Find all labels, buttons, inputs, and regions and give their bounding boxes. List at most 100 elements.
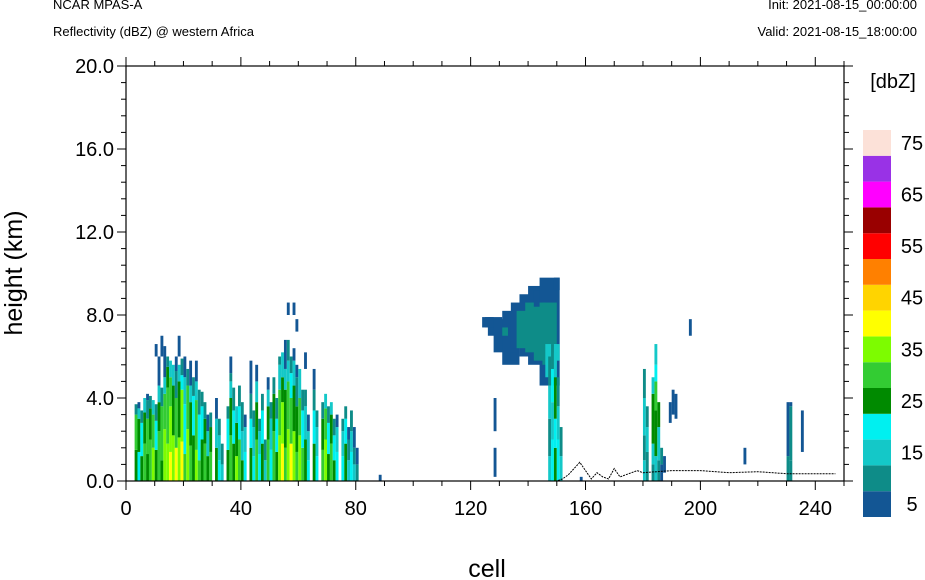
reflectivity-cell — [352, 447, 356, 465]
colorbar-label: 25 — [901, 391, 923, 413]
reflectivity-cell — [283, 339, 287, 369]
reflectivity-cell — [553, 377, 557, 419]
reflectivity-cell — [183, 356, 187, 378]
reflectivity-cell — [786, 456, 790, 481]
reflectivity-cell — [332, 418, 336, 436]
reflectivity-cell — [206, 414, 210, 432]
reflectivity-cell — [551, 439, 554, 481]
reflectivity-cell — [278, 389, 282, 436]
reflectivity-cell — [660, 464, 664, 481]
reflectivity-cell — [312, 389, 316, 411]
reflectivity-cell — [197, 389, 201, 415]
x-axis-title: cell — [468, 555, 506, 580]
reflectivity-cell — [654, 410, 658, 457]
reflectivity-cell — [278, 364, 282, 390]
reflectivity-cell — [295, 406, 299, 452]
reflectivity-cell — [272, 431, 276, 481]
x-tick-label: 240 — [799, 498, 832, 520]
reflectivity-cell — [657, 460, 661, 481]
reflectivity-cell — [657, 427, 661, 461]
reflectivity-cell — [249, 360, 253, 394]
reflectivity-cell — [151, 447, 155, 481]
reflectivity-cell — [312, 443, 316, 481]
reflectivity-cell — [642, 460, 646, 481]
reflectivity-cell — [263, 460, 267, 481]
reflectivity-cell — [301, 410, 305, 448]
reflectivity-cell — [329, 414, 333, 444]
colorbar-swatch — [863, 413, 891, 440]
x-axis-ticks: 0 40 80 120 160 200 240 — [120, 57, 845, 520]
reflectivity-cell — [660, 447, 664, 465]
reflectivity-cell — [148, 408, 152, 440]
reflectivity-cell — [266, 439, 270, 481]
reflectivity-cell — [163, 429, 167, 481]
reflectivity-cell — [252, 427, 256, 457]
reflectivity-cell — [378, 474, 382, 481]
reflectivity-cell — [329, 402, 333, 415]
reflectivity-cell — [226, 418, 230, 450]
reflectivity-cell — [154, 344, 158, 357]
x-tick-label: 120 — [454, 498, 487, 520]
model-title: NCAR MPAS-A — [53, 0, 143, 12]
reflectivity-cell — [197, 460, 201, 481]
reflectivity-cell — [350, 431, 353, 452]
reflectivity-cell — [295, 319, 299, 332]
reflectivity-cell — [157, 431, 161, 481]
reflectivity-cell — [263, 439, 267, 461]
reflectivity-cell — [206, 431, 210, 457]
reflectivity-cell — [350, 410, 353, 432]
reflectivity-cell — [289, 398, 293, 444]
reflectivity-cell — [163, 377, 167, 394]
reflectivity-cell — [533, 290, 540, 307]
colorbar-swatch — [863, 388, 891, 414]
reflectivity-cell — [269, 449, 273, 481]
reflectivity-cell — [674, 393, 678, 419]
reflectivity-cell — [169, 406, 172, 452]
reflectivity-cell — [243, 427, 247, 452]
reflectivity-cell — [548, 356, 552, 386]
x-tick-label: 200 — [684, 498, 717, 520]
reflectivity-cell — [295, 377, 299, 407]
reflectivity-cell — [292, 431, 296, 481]
reflectivity-cell — [315, 410, 319, 428]
reflectivity-cell — [140, 456, 144, 481]
reflectivity-cell — [553, 352, 557, 378]
reflectivity-cell — [278, 435, 282, 481]
reflectivity-cell — [298, 368, 302, 398]
reflectivity-cell — [160, 460, 164, 481]
reflectivity-cell — [235, 456, 239, 481]
reflectivity-cell — [258, 418, 261, 432]
colorbar-swatch — [863, 233, 891, 259]
reflectivity-cell — [327, 454, 330, 481]
reflectivity-cell — [556, 377, 560, 407]
reflectivity-cell — [160, 335, 164, 357]
colorbar-swatch — [863, 439, 891, 466]
reflectivity-cell — [194, 360, 198, 382]
reflectivity-cell — [143, 443, 147, 481]
reflectivity-cell — [301, 389, 305, 411]
reflectivity-cell — [663, 456, 666, 473]
reflectivity-cell — [493, 447, 497, 477]
valid-time: Valid: 2021-08-15_18:00:00 — [757, 24, 918, 39]
reflectivity-cell — [174, 398, 178, 448]
reflectivity-cell — [226, 406, 230, 419]
reflectivity-cell — [289, 443, 293, 481]
reflectivity-cell — [151, 414, 155, 448]
reflectivity-cell — [654, 456, 658, 481]
reflectivity-cell — [321, 449, 325, 481]
reflectivity-cell — [341, 456, 345, 481]
reflectivity-cell — [344, 406, 348, 419]
reflectivity-cell — [551, 344, 560, 361]
reflectivity-cell — [651, 377, 655, 394]
reflectivity-cell — [143, 398, 147, 413]
reflectivity-cell — [292, 385, 296, 432]
reflectivity-cell — [209, 451, 213, 481]
colorbar-label: 65 — [901, 185, 923, 207]
reflectivity-cell — [180, 375, 184, 390]
reflectivity-cell — [281, 352, 284, 378]
reflectivity-cell — [502, 327, 508, 336]
reflectivity-cell — [137, 418, 141, 452]
y-axis-ticks: 0.0 4.0 8.0 12.0 16.0 20.0 — [75, 56, 853, 493]
reflectivity-cell — [229, 373, 233, 382]
reflectivity-cell — [255, 402, 259, 440]
